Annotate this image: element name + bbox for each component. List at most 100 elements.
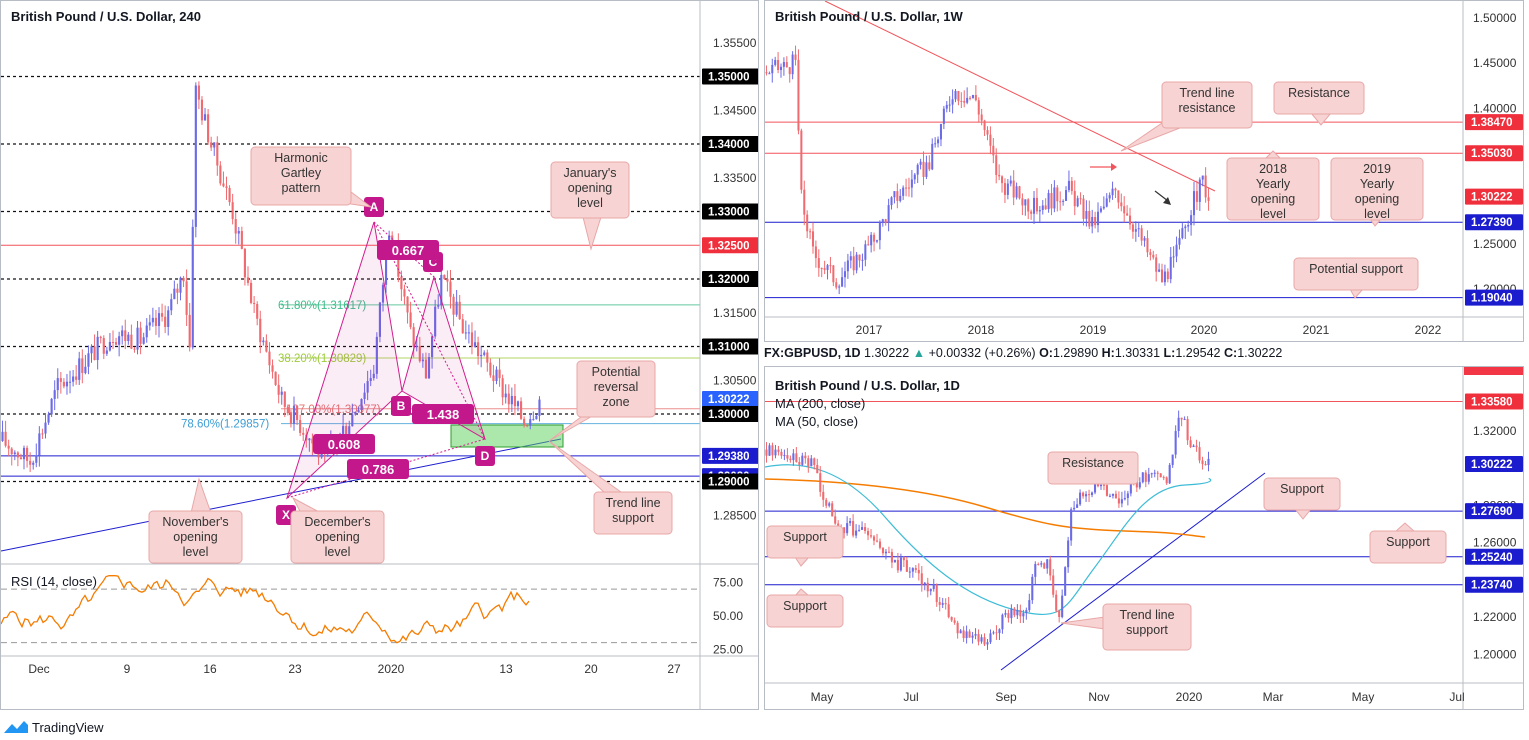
candle-body xyxy=(944,603,947,605)
x-tick-label: 2020 xyxy=(378,662,405,676)
d1-chart-panel[interactable]: Resistance Support Support Support Support Tr… xyxy=(764,366,1524,710)
price-label-bg xyxy=(1465,455,1523,472)
candle-body xyxy=(154,317,158,326)
harmonic-point-c: C xyxy=(429,255,438,269)
candle-body xyxy=(1006,183,1009,195)
tradingview-brand[interactable]: TradingView xyxy=(4,718,104,736)
w1-chart-svg[interactable]: Trend line resistance Resistance 2018 Yearly… xyxy=(765,1,1524,342)
fib-label: 61.80%(1.31617) xyxy=(278,300,366,312)
x-tick-label: 27 xyxy=(667,662,681,676)
candle-body xyxy=(1085,494,1088,497)
candle-body xyxy=(1052,575,1055,595)
candle-body xyxy=(1111,188,1114,196)
candle-body xyxy=(838,286,841,288)
candle-body xyxy=(1099,484,1103,487)
harmonic-point-x: X xyxy=(282,508,290,522)
candle-body xyxy=(1088,211,1091,227)
candle-body xyxy=(867,244,870,246)
potential-reversal-callout-text: Potential reversal zone xyxy=(592,365,641,409)
candle-body xyxy=(360,398,363,411)
candle-body xyxy=(529,419,532,426)
candle-body xyxy=(1195,445,1198,448)
w1-trend-line-resistance xyxy=(824,1,1216,192)
candle-body xyxy=(1190,215,1193,225)
candle-body xyxy=(849,521,852,524)
candle-body xyxy=(1016,609,1019,616)
candle-body xyxy=(919,161,922,165)
candle-body xyxy=(35,455,38,463)
h4-chart-svg[interactable]: 1.35500 1.34500 1.33500 1.31500 1.30500 1.285… xyxy=(1,1,759,710)
x-tick-label: 20 xyxy=(584,662,598,676)
candle-body xyxy=(507,393,510,405)
d1-support-callout-1-box xyxy=(1263,477,1341,511)
candle-body xyxy=(780,451,783,456)
candle-body xyxy=(1030,211,1033,214)
candle-body xyxy=(513,396,516,407)
candle-body xyxy=(443,274,446,279)
w1-2019-yearly-callout-box xyxy=(1330,157,1424,221)
candle-body xyxy=(492,375,495,381)
harmonic-point-d: D xyxy=(481,449,490,463)
candle-body xyxy=(1022,613,1025,617)
candle-body xyxy=(911,568,914,572)
candle-body xyxy=(893,191,896,198)
price-label: 1.19040 xyxy=(1471,293,1513,305)
harmonic-xd xyxy=(286,438,486,499)
candle-body xyxy=(843,527,846,534)
candle-body xyxy=(792,453,795,461)
candle-body xyxy=(90,346,93,354)
price-label-bg xyxy=(702,203,758,220)
candle-body xyxy=(1149,252,1152,255)
price-label: 1.35030 xyxy=(1471,148,1513,160)
candle-body xyxy=(864,527,867,531)
candle-body xyxy=(992,632,995,634)
candle-body xyxy=(188,314,191,348)
candle-body xyxy=(489,362,492,376)
candle-body xyxy=(136,327,139,350)
candle-body xyxy=(813,458,816,465)
candle-body xyxy=(1181,228,1184,239)
candle-body xyxy=(1049,559,1052,576)
candle-body xyxy=(866,530,870,536)
candle-body xyxy=(1094,217,1097,226)
candle-body xyxy=(1067,180,1070,191)
candle-body xyxy=(234,219,237,234)
x-tick-label: Sep xyxy=(995,690,1017,704)
candle-body xyxy=(908,571,911,573)
candle-body xyxy=(875,240,878,242)
x-tick-label: Nov xyxy=(1088,690,1109,704)
candle-body xyxy=(819,473,822,492)
candle-body xyxy=(38,433,41,456)
h4-chart-panel[interactable]: 1.35500 1.34500 1.33500 1.31500 1.30500 1.285… xyxy=(0,0,759,710)
candle-body xyxy=(954,90,957,100)
candle-body xyxy=(1204,175,1207,198)
candle-body xyxy=(941,603,944,605)
candle-body xyxy=(1123,206,1126,214)
candle-body xyxy=(1105,198,1108,207)
candle-body xyxy=(861,527,864,530)
candle-body xyxy=(348,426,351,435)
candle-body xyxy=(464,332,467,334)
d1-chart-svg[interactable]: Resistance Support Support Support Support Tr… xyxy=(765,367,1524,710)
w1-black-arrow-line xyxy=(1154,190,1169,202)
candle-body xyxy=(1065,190,1068,201)
candle-body xyxy=(1061,595,1064,617)
candle-body xyxy=(899,195,902,201)
candle-body xyxy=(794,54,797,60)
trend-line-support xyxy=(1,438,562,552)
january-opening-callout-box xyxy=(550,161,630,219)
november-opening-callout-box xyxy=(148,510,243,564)
y-tick-label: 1.45000 xyxy=(1473,56,1517,70)
w1-chart-panel[interactable]: Trend line resistance Resistance 2018 Yearly… xyxy=(764,0,1524,342)
symbol-info-line: FX:GBPUSD, 1D 1.30222 ▲ +0.00332 (+0.26%… xyxy=(764,346,1524,364)
candle-body xyxy=(935,584,938,603)
candle-body xyxy=(948,104,951,106)
candle-body xyxy=(16,452,19,458)
candle-body xyxy=(308,438,311,441)
harmonic-ratio-box xyxy=(313,434,375,454)
candle-body xyxy=(828,503,831,506)
price-label: 1.29380 xyxy=(708,451,750,463)
harmonic-ratio: 1.438 xyxy=(427,407,460,422)
ma50-line xyxy=(765,464,1212,615)
y-tick-label: 1.50000 xyxy=(1473,11,1517,25)
